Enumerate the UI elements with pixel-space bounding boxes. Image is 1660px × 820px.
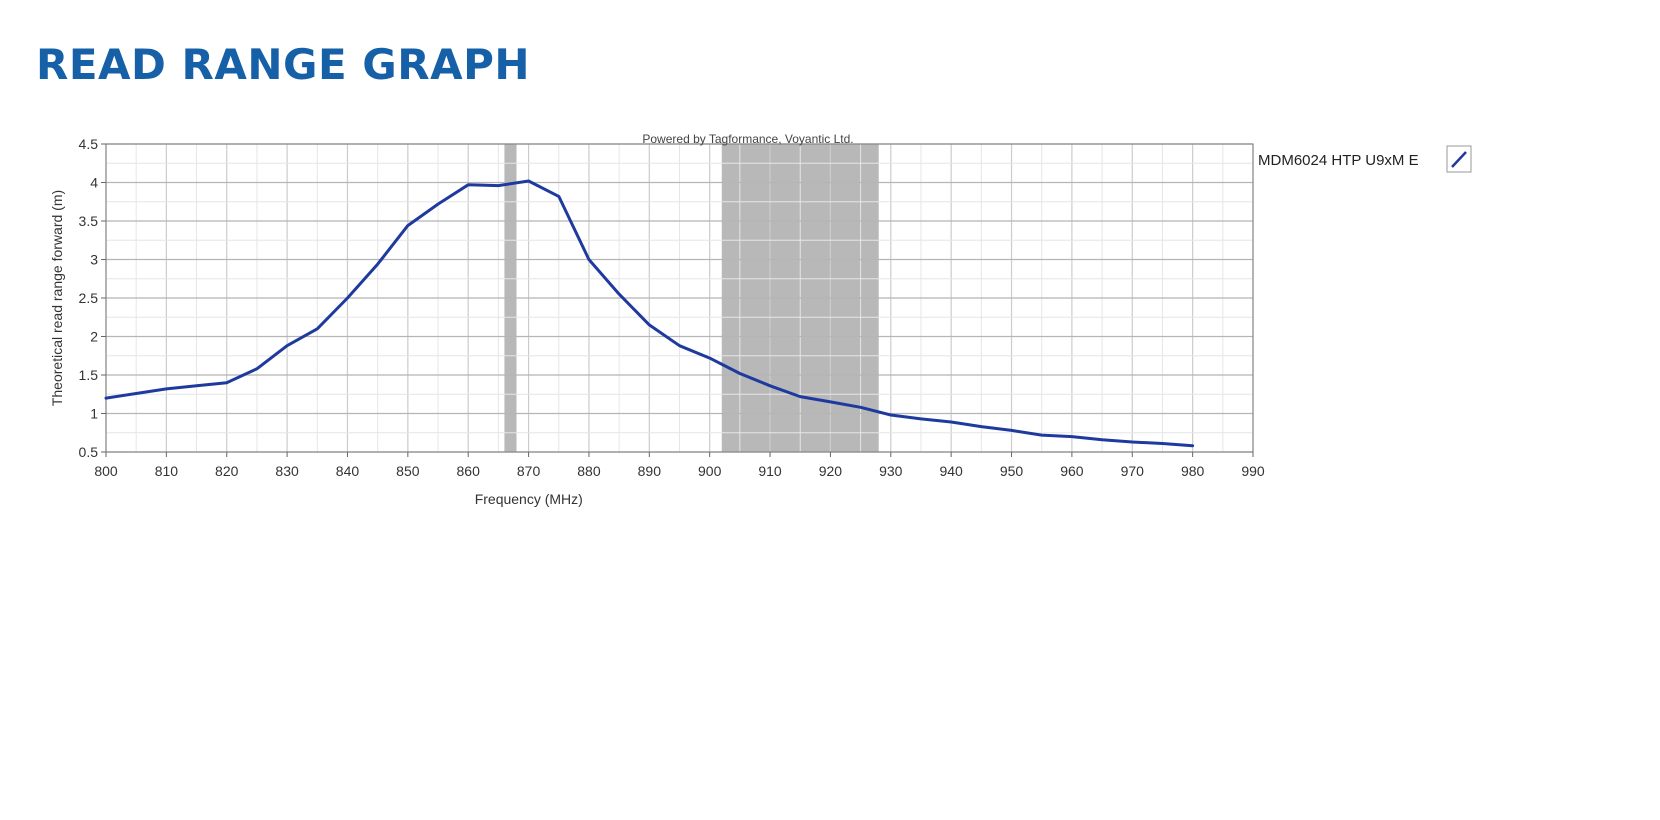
x-tick-label: 850 (396, 463, 420, 479)
chart-grid (105, 143, 1254, 453)
watermark-text: Powered by Tagformance, Voyantic Ltd. (642, 132, 853, 146)
x-tick-label: 870 (517, 463, 541, 479)
legend-swatch-box (1446, 145, 1472, 173)
x-tick-label: 910 (758, 463, 782, 479)
chart-legend: MDM6024 HTP U9xM E (1258, 145, 1472, 173)
x-tick-label: 980 (1181, 463, 1205, 479)
x-tick-label: 810 (155, 463, 179, 479)
x-tick-label: 820 (215, 463, 239, 479)
x-tick-label: 890 (638, 463, 662, 479)
y-tick-label: 1 (90, 406, 98, 422)
chart-axes (101, 143, 1254, 457)
x-tick-label: 860 (457, 463, 481, 479)
legend-swatch-line (1451, 151, 1467, 168)
x-tick-label: 970 (1121, 463, 1145, 479)
y-tick-label: 2 (90, 329, 98, 345)
legend-label: MDM6024 HTP U9xM E (1258, 152, 1419, 169)
y-tick-label: 0.5 (79, 444, 99, 460)
x-tick-label: 880 (577, 463, 601, 479)
y-tick-label: 4 (90, 175, 98, 191)
y-tick-label: 4.5 (79, 136, 99, 152)
x-tick-label: 960 (1060, 463, 1084, 479)
y-tick-label: 3 (90, 252, 98, 268)
series-line-0 (104, 179, 1195, 448)
x-tick-label: 830 (275, 463, 299, 479)
x-tick-label: 940 (939, 463, 963, 479)
chart-series (104, 179, 1195, 448)
y-axis-label: Theoretical read range forward (m) (49, 190, 65, 406)
x-tick-label: 840 (336, 463, 360, 479)
x-tick-label: 920 (819, 463, 843, 479)
x-tick-label: 930 (879, 463, 903, 479)
y-tick-label: 1.5 (79, 367, 99, 383)
chart-labels: 800 810 820 830 840 850 860 870 880 890 900 910 920 9… (49, 132, 1265, 507)
x-tick-label: 900 (698, 463, 722, 479)
x-axis-label: Frequency (MHz) (475, 491, 583, 507)
page-title: READ RANGE GRAPH (36, 40, 531, 89)
x-tick-label: 990 (1241, 463, 1265, 479)
x-tick-label: 950 (1000, 463, 1024, 479)
y-tick-label: 2.5 (79, 290, 99, 306)
x-tick-label: 800 (94, 463, 118, 479)
y-tick-label: 3.5 (79, 213, 99, 229)
